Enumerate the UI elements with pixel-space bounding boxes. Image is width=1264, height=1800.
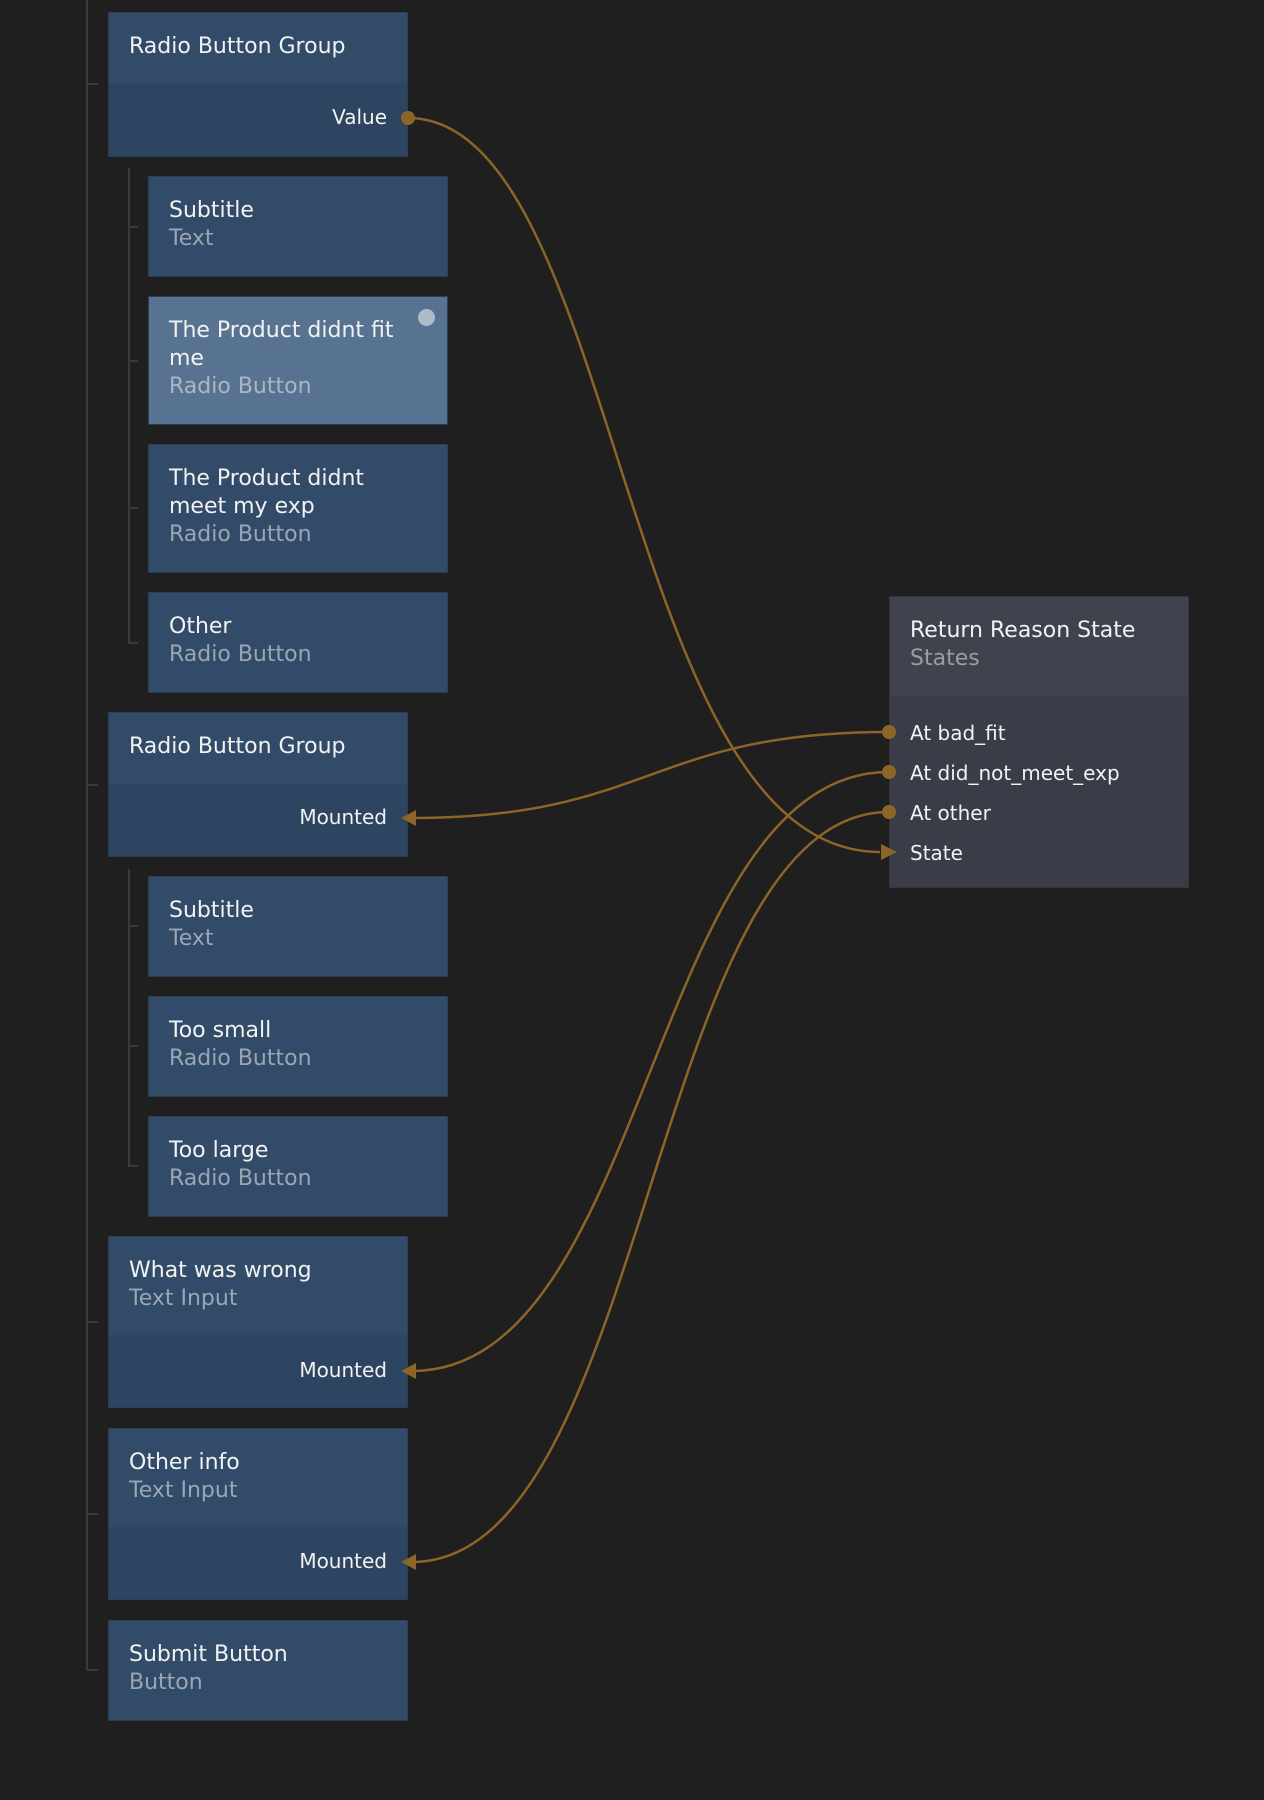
tree-line <box>128 869 130 1166</box>
tree-tick <box>86 784 98 786</box>
node-type: Radio Button <box>169 1046 312 1071</box>
node-title: Return Reason State <box>910 618 1136 643</box>
node-title: Other info <box>129 1450 240 1475</box>
port-at-bad-fit[interactable]: At bad_fit <box>910 721 1006 745</box>
node-title: Subtitle <box>169 198 254 223</box>
node-type: Radio Button <box>169 642 312 667</box>
connection-value-to-state <box>407 116 881 854</box>
tree-tick <box>86 83 98 85</box>
node-subtitle-1[interactable]: Subtitle Text <box>148 176 448 277</box>
port-at-other[interactable]: At other <box>910 801 991 825</box>
node-title: Submit Button <box>129 1642 288 1667</box>
tree-line <box>86 0 88 1671</box>
tree-tick <box>128 1165 138 1167</box>
node-text-input-other-info[interactable]: Other info Text Input Mounted <box>108 1428 408 1600</box>
tree-tick <box>128 360 138 362</box>
tree-tick <box>128 507 138 509</box>
node-title: Subtitle <box>169 898 254 923</box>
node-return-reason-state[interactable]: Return Reason State States At bad_fit At … <box>889 596 1189 888</box>
node-type: Text Input <box>129 1286 238 1311</box>
tree-line <box>128 168 130 644</box>
node-title: Radio Button Group <box>129 34 346 59</box>
node-type: States <box>910 646 980 671</box>
node-title: The Product didnt meet my exp <box>169 466 365 519</box>
status-dot-icon <box>418 309 435 326</box>
node-title: Radio Button Group <box>129 734 346 759</box>
node-title: What was wrong <box>129 1258 312 1283</box>
port-state[interactable]: State <box>910 841 963 865</box>
tree-tick <box>128 925 138 927</box>
node-title: The Product didnt fit me <box>169 318 394 371</box>
tree-tick <box>86 1321 98 1323</box>
connection-other-to-mounted <box>411 810 890 1564</box>
node-type: Radio Button <box>169 1166 312 1191</box>
node-radio-large[interactable]: Too large Radio Button <box>148 1116 448 1217</box>
node-radio-fit[interactable]: The Product didnt fit me Radio Button <box>148 296 448 425</box>
node-type: Text Input <box>129 1478 238 1503</box>
tree-tick <box>86 1513 98 1515</box>
node-type: Radio Button <box>169 522 312 547</box>
tree-tick <box>128 642 138 644</box>
node-radio-other[interactable]: Other Radio Button <box>148 592 448 693</box>
connection-bad-fit-to-mounted <box>411 730 890 820</box>
tree-tick <box>128 226 138 228</box>
node-type: Button <box>129 1670 203 1695</box>
port-value[interactable]: Value <box>332 105 387 129</box>
port-mounted[interactable]: Mounted <box>299 1358 387 1382</box>
node-title: Other <box>169 614 232 639</box>
node-subtitle-2[interactable]: Subtitle Text <box>148 876 448 977</box>
tree-tick <box>86 1669 98 1671</box>
node-radio-button-group-1[interactable]: Radio Button Group Value <box>108 12 408 157</box>
port-at-did-not-meet-exp[interactable]: At did_not_meet_exp <box>910 761 1120 785</box>
node-type: Radio Button <box>169 374 312 399</box>
node-text-input-wrong[interactable]: What was wrong Text Input Mounted <box>108 1236 408 1408</box>
tree-tick <box>128 1045 138 1047</box>
node-radio-small[interactable]: Too small Radio Button <box>148 996 448 1097</box>
port-mounted[interactable]: Mounted <box>299 1549 387 1573</box>
connection-did-not-meet-exp-to-mounted <box>411 770 890 1373</box>
node-radio-exp[interactable]: The Product didnt meet my exp Radio Butto… <box>148 444 448 573</box>
node-radio-button-group-2[interactable]: Radio Button Group Mounted <box>108 712 408 857</box>
node-title: Too large <box>169 1138 269 1163</box>
node-type: Text <box>169 226 214 251</box>
port-mounted[interactable]: Mounted <box>299 805 387 829</box>
node-type: Text <box>169 926 214 951</box>
node-title: Too small <box>169 1018 272 1043</box>
node-submit-button[interactable]: Submit Button Button <box>108 1620 408 1721</box>
